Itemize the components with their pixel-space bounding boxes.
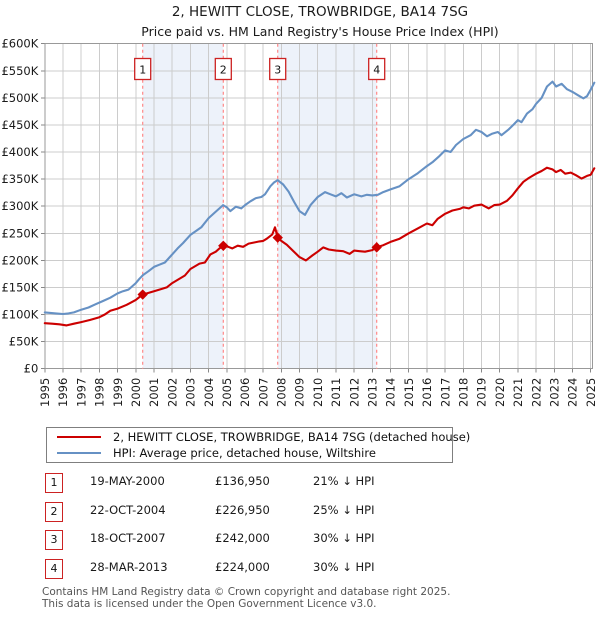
sale-number-badge: 3	[45, 530, 63, 550]
footer-line-1: Contains HM Land Registry data © Crown c…	[42, 586, 451, 598]
x-axis-tick-label: 1995	[38, 378, 52, 407]
x-axis-tick-label: 2000	[129, 378, 143, 407]
sale-vs-hpi: 25% ↓ HPI	[313, 503, 375, 517]
x-axis-tick-label: 2014	[384, 378, 398, 407]
x-axis-tick-label: 2024	[566, 378, 580, 407]
sale-number-box	[134, 57, 152, 81]
x-axis-tick-label: 2001	[147, 378, 161, 407]
table-row: 3 18-OCT-2007 £242,000 30% ↓ HPI	[0, 530, 600, 550]
x-axis-tick-label: 2005	[220, 378, 234, 407]
x-axis-tick-label: 2011	[329, 378, 343, 407]
sale-price: £224,000	[215, 560, 270, 574]
sale-number-box	[269, 57, 287, 81]
x-axis-tick-label: 2021	[511, 378, 525, 407]
x-axis-tick-label: 2016	[420, 378, 434, 407]
sale-vs-hpi: 30% ↓ HPI	[313, 560, 375, 574]
x-axis-tick-label: 2019	[475, 378, 489, 407]
price-history-chart: £0 £50K £100K £150K £200K £250K £300K £350K £400…	[1, 37, 598, 407]
sale-number-label: 4	[373, 64, 380, 77]
x-axis-tick-label: 2003	[184, 378, 198, 407]
x-axis-tick-label: 2013	[366, 378, 380, 407]
sale-number-label: 2	[220, 64, 227, 77]
footer-line-2: This data is licensed under the Open Gov…	[42, 597, 377, 610]
y-axis-tick-label: £100K	[1, 308, 38, 322]
price-line-swatch	[57, 436, 101, 438]
hpi-line	[43, 80, 596, 316]
legend-row-price: 2, HEWITT CLOSE, TROWBRIDGE, BA14 7SG (d…	[47, 429, 470, 445]
legend-row-hpi: HPI: Average price, detached house, Wilt…	[47, 445, 452, 461]
sale-date: 22-OCT-2004	[90, 503, 166, 517]
table-row: 4 28-MAR-2013 £224,000 30% ↓ HPI	[0, 559, 600, 579]
sale-number-badge: 2	[45, 502, 63, 522]
sale-date: 18-OCT-2007	[90, 531, 166, 545]
x-axis-tick-label: 2017	[438, 378, 452, 407]
sale-vs-hpi: 30% ↓ HPI	[313, 531, 375, 545]
x-axis-tick-label: 2004	[202, 378, 216, 407]
sale-price: £226,950	[215, 503, 270, 517]
legend-label-price: 2, HEWITT CLOSE, TROWBRIDGE, BA14 7SG (d…	[113, 430, 471, 444]
sale-point-marker	[272, 232, 283, 243]
sale-price: £136,950	[215, 474, 270, 488]
x-axis-tick-label: 2022	[529, 378, 543, 407]
y-axis-tick-label: £600K	[1, 37, 38, 51]
y-axis-tick-label: £0	[24, 362, 39, 376]
page-title: 2, HEWITT CLOSE, TROWBRIDGE, BA14 7SG	[171, 4, 469, 20]
x-axis-tick-label: 2009	[293, 378, 307, 407]
hpi-line-swatch	[57, 452, 101, 454]
y-axis-tick-label: £50K	[9, 335, 39, 349]
y-axis-tick-label: £150K	[1, 280, 38, 294]
y-axis-tick-label: £350K	[1, 172, 38, 186]
x-axis-tick-label: 2023	[547, 378, 561, 407]
y-axis-tick-label: £500K	[1, 91, 38, 105]
x-axis-tick-label: 2002	[165, 378, 179, 407]
copyright-footer: Contains HM Land Registry data © Crown c…	[42, 586, 598, 610]
x-axis-tick-label: 2012	[347, 378, 361, 407]
legend-label-hpi: HPI: Average price, detached house, Wilt…	[113, 446, 376, 460]
sale-price: £242,000	[215, 531, 270, 545]
sale-point-marker	[218, 240, 229, 251]
sale-date: 19-MAY-2000	[90, 474, 165, 488]
x-axis-tick-label: 2018	[457, 378, 471, 407]
x-axis-tick-label: 1998	[93, 378, 107, 407]
y-axis-tick-label: £400K	[1, 145, 38, 159]
y-axis-tick-label: £550K	[1, 64, 38, 78]
sale-number-label: 1	[139, 64, 146, 77]
x-axis-tick-label: 1997	[74, 378, 88, 407]
title-block: 2, HEWITT CLOSE, TROWBRIDGE, BA14 7SG Pr…	[40, 2, 600, 41]
x-axis-tick-label: 2020	[493, 378, 507, 407]
sale-number-badge: 1	[45, 473, 63, 493]
sale-date: 28-MAR-2013	[90, 560, 168, 574]
x-axis-tick-label: 2010	[311, 378, 325, 407]
x-axis-tick-label: 2015	[402, 378, 416, 407]
plot-border	[44, 43, 594, 370]
sale-number-label: 3	[274, 64, 281, 77]
x-axis-tick-label: 2006	[238, 378, 252, 407]
sale-point-marker	[371, 242, 382, 253]
table-row: 1 19-MAY-2000 £136,950 21% ↓ HPI	[0, 473, 600, 493]
sale-number-box	[214, 57, 232, 81]
sale-number-box	[368, 57, 386, 81]
chart-legend: 2, HEWITT CLOSE, TROWBRIDGE, BA14 7SG (d…	[46, 427, 470, 463]
x-axis-tick-label: 1996	[56, 378, 70, 407]
page-subtitle: Price paid vs. HM Land Registry's House …	[141, 24, 499, 39]
sale-vs-hpi: 21% ↓ HPI	[313, 474, 375, 488]
x-axis-tick-label: 2025	[584, 378, 598, 407]
price-paid-line	[43, 166, 596, 327]
sale-point-marker	[137, 289, 148, 300]
y-axis-tick-label: £200K	[1, 253, 38, 267]
sale-number-badge: 4	[45, 559, 63, 579]
x-axis-tick-label: 2008	[275, 378, 289, 407]
y-axis-tick-label: £300K	[1, 199, 38, 213]
table-row: 2 22-OCT-2004 £226,950 25% ↓ HPI	[0, 502, 600, 522]
y-axis-tick-label: £450K	[1, 118, 38, 132]
y-axis-tick-label: £250K	[1, 226, 38, 240]
x-axis-tick-label: 2007	[256, 378, 270, 407]
x-axis-tick-label: 1999	[111, 378, 125, 407]
